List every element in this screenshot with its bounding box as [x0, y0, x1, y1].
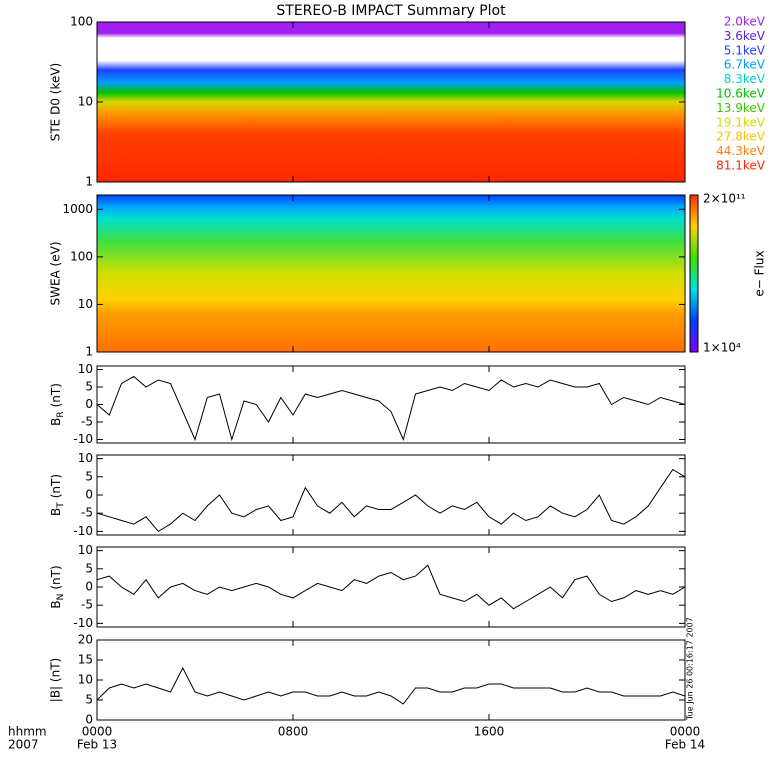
- x-tick-label: 1600: [474, 725, 505, 739]
- y-axis-label-sub: R: [56, 411, 66, 417]
- y-axis-label-main: B: [49, 418, 63, 426]
- panel-frame: [96, 546, 686, 628]
- data-line: [96, 564, 686, 610]
- panel-frame: [96, 194, 686, 353]
- y-tick-label: 1000: [62, 202, 93, 216]
- legend-entry: 5.1keV: [724, 43, 766, 57]
- y-axis-label: BR (nT): [49, 383, 66, 426]
- y-axis-label-sub: N: [56, 594, 66, 601]
- panel-frame: [96, 639, 686, 721]
- y-axis-label-main: B: [49, 508, 63, 516]
- colorbar: [689, 194, 699, 353]
- y-tick-label: -10: [73, 616, 93, 630]
- legend-entry: 8.3keV: [724, 72, 766, 86]
- legend-entry: 44.3keV: [716, 144, 766, 158]
- y-tick-label: -5: [81, 598, 93, 612]
- x-tick-label: 0000: [670, 725, 701, 739]
- y-tick-label: 100: [70, 15, 93, 29]
- y-tick-label: 5: [85, 693, 93, 707]
- y-tick-label: 15: [78, 653, 93, 667]
- panel-frame: [96, 454, 686, 536]
- y-axis-label-main: B: [49, 600, 63, 608]
- y-tick-label: 5: [85, 469, 93, 483]
- y-tick-label: 0: [85, 488, 93, 502]
- legend-entry: 10.6keV: [716, 87, 766, 101]
- y-tick-label: 10: [78, 451, 93, 465]
- y-axis-label-unit: (nT): [49, 474, 63, 498]
- y-tick-label: 1: [85, 345, 93, 359]
- y-tick-label: -10: [73, 524, 93, 538]
- legend-entry: 6.7keV: [724, 58, 766, 72]
- y-tick-label: 5: [85, 561, 93, 575]
- colorbar-min: 1×10⁴: [703, 341, 741, 355]
- y-tick-label: 5: [85, 380, 93, 394]
- colorbar-label: e− Flux: [753, 250, 767, 296]
- y-axis-label: SWEA (eV): [49, 241, 63, 305]
- x-tick-label: 0800: [278, 725, 309, 739]
- x-unit-label: hhmm: [8, 725, 47, 739]
- y-tick-label: 10: [78, 673, 93, 687]
- y-axis-label: BN (nT): [49, 565, 66, 608]
- legend-entry: 81.1keV: [716, 159, 766, 173]
- y-axis-label-sub: T: [56, 502, 66, 509]
- y-tick-label: 10: [78, 95, 93, 109]
- colorbar-max: 2×10¹¹: [703, 192, 746, 206]
- legend-entry: 2.0keV: [724, 15, 766, 29]
- data-line: [96, 375, 686, 442]
- x-date-label: Feb 13: [77, 738, 117, 752]
- legend-entry: 27.8keV: [716, 130, 766, 144]
- x-date-label: Feb 14: [665, 738, 705, 752]
- y-tick-label: 1: [85, 175, 93, 189]
- y-tick-label: -5: [81, 506, 93, 520]
- spectrogram: [97, 195, 685, 352]
- title: STEREO-B IMPACT Summary Plot: [276, 3, 506, 19]
- y-tick-label: 100: [70, 249, 93, 263]
- legend-entry: 19.1keV: [716, 115, 766, 129]
- legend-entry: 13.9keV: [716, 101, 766, 115]
- y-axis-label-unit: (nT): [49, 383, 63, 407]
- panel-frame: [96, 365, 686, 444]
- y-tick-label: 0: [85, 397, 93, 411]
- y-tick-label: 0: [85, 713, 93, 727]
- y-tick-label: 20: [78, 633, 93, 647]
- data-line: [96, 468, 686, 533]
- y-axis-label: |B| (nT): [49, 658, 63, 702]
- spectrogram: [97, 22, 685, 182]
- y-tick-label: 10: [78, 543, 93, 557]
- y-tick-label: 0: [85, 580, 93, 594]
- y-tick-label: -10: [73, 432, 93, 446]
- y-tick-label: 10: [78, 362, 93, 376]
- y-axis-label: STE D0 (keV): [49, 63, 63, 142]
- y-tick-label: -5: [81, 415, 93, 429]
- y-axis-label-unit: (nT): [49, 565, 63, 589]
- x-unit-label: 2007: [8, 738, 39, 752]
- legend-entry: 3.6keV: [724, 29, 766, 43]
- y-tick-label: 10: [78, 297, 93, 311]
- timestamp: Tue Jun 26 00:16:17 2007: [686, 617, 695, 721]
- y-axis-label: BT (nT): [49, 474, 66, 516]
- data-line: [96, 666, 686, 705]
- x-tick-label: 0000: [82, 725, 113, 739]
